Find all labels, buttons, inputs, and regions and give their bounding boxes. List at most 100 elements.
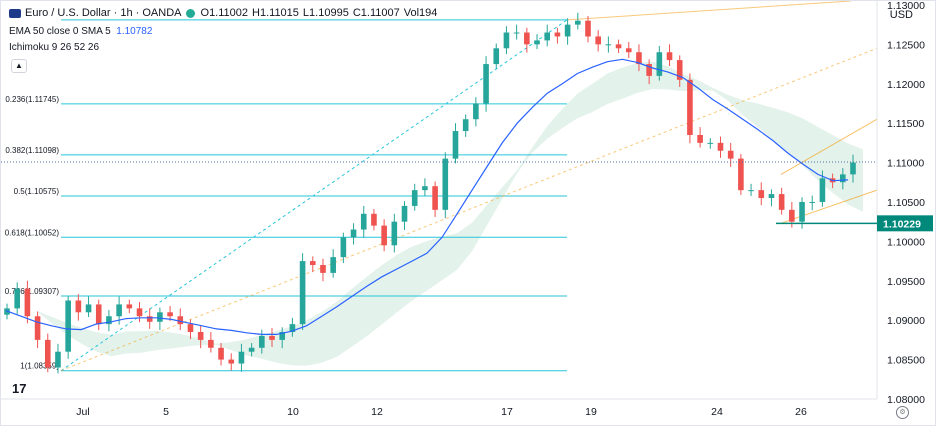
candle-body: [330, 257, 336, 273]
time-tick-label: 24: [711, 406, 723, 418]
candle-body: [513, 32, 520, 34]
time-tick-label: 5: [163, 406, 169, 418]
candle-body: [534, 40, 540, 45]
candle-body: [309, 261, 316, 266]
candle-body: [483, 64, 489, 104]
symbol-legend: Euro / U.S. Dollar · 1h · OANDA O1.11002 H…: [9, 7, 441, 19]
ichimoku-label: Ichimoku 9 26 52 26: [9, 42, 100, 53]
candle-body: [727, 150, 734, 159]
candle-body: [452, 131, 459, 159]
price-tick-label: 1.13000: [887, 1, 925, 12]
ichimoku-legend[interactable]: Ichimoku 9 26 52 26: [9, 42, 99, 53]
price-tick-label: 1.12000: [887, 79, 925, 91]
price-tick-label: 1.11500: [887, 118, 924, 130]
tradingview-logo: 17: [12, 381, 27, 396]
candle-body: [146, 316, 153, 322]
time-tick-label: 26: [795, 406, 807, 418]
market-open-dot: [185, 8, 195, 18]
price-tag-label: 1.10229: [883, 218, 921, 230]
price-tag-box: [877, 215, 933, 232]
candle-body: [462, 119, 469, 132]
candle-body: [208, 339, 214, 348]
candle-body: [269, 335, 275, 340]
time-tick-label: 17: [501, 406, 513, 418]
candle-body: [65, 300, 71, 352]
pitchfork-mid-line: [780, 118, 878, 175]
chevron-up-icon[interactable]: ▲: [11, 59, 27, 73]
candle-body: [381, 225, 387, 246]
ema-line: [5, 58, 849, 335]
candle-body: [738, 158, 744, 191]
candle-body: [717, 142, 724, 151]
candle-body: [493, 48, 500, 65]
pitchfork-median-line: [60, 47, 878, 372]
candle-body: [524, 32, 530, 45]
candle-body: [197, 332, 204, 340]
ohlc-close-label: C: [352, 7, 361, 19]
candle-body: [95, 304, 102, 325]
currency-selector[interactable]: USD: [889, 9, 913, 21]
candle-body: [401, 205, 408, 222]
candle-body: [85, 304, 92, 313]
volume-value: 194: [419, 7, 438, 19]
candle-body: [819, 178, 826, 202]
candle-body: [371, 213, 377, 226]
volume-label: Vol: [403, 7, 420, 19]
ohlc-close-value: 1.11007: [360, 7, 400, 19]
pitchfork-channel: [60, 1, 878, 372]
candle-body: [126, 304, 133, 309]
ohlc-low-value: 1.10995: [309, 7, 349, 19]
candle-body: [248, 347, 255, 352]
ohlc-high-label: H: [252, 7, 260, 19]
ichimoku-cloud: [36, 61, 863, 366]
candle-body: [574, 20, 581, 25]
candle-body: [167, 312, 173, 317]
candle-body: [748, 190, 754, 192]
candle-body: [44, 339, 51, 368]
candle-body: [360, 213, 367, 230]
fib-level-label: 0.5(1.10575): [14, 187, 60, 196]
candle-body: [432, 186, 438, 210]
candle-body: [809, 201, 816, 203]
candle-body: [391, 221, 398, 246]
candle-body: [666, 52, 673, 61]
candle-body: [228, 359, 235, 364]
candle-body: [340, 237, 347, 258]
candle-body: [789, 209, 795, 222]
time-axis: Jul 5 10 12 17 19 24 26: [1, 398, 877, 418]
candle-body: [615, 44, 622, 49]
candle-body: [157, 312, 163, 322]
candle-body: [544, 32, 551, 41]
candle-body: [116, 304, 122, 317]
symbol-title[interactable]: Euro / U.S. Dollar · 1h · OANDA: [25, 7, 182, 19]
time-tick-label: 10: [287, 406, 299, 418]
pitchfork-upper-line: [566, 1, 852, 21]
fib-level-label: 1(1.08359): [20, 362, 59, 371]
ohlc-open-value: 1.11002: [209, 7, 249, 19]
fib-level-label: 0.236(1.11745): [5, 95, 59, 104]
ema-legend[interactable]: EMA 50 close 0 SMA 5 1.10782: [9, 26, 152, 37]
price-axis: 1.13000 1.12500 1.12000 1.11500 1.11000 1.105…: [1, 1, 933, 406]
candle-body: [55, 351, 61, 368]
candle-body: [177, 316, 184, 325]
fib-trend-line: [60, 19, 568, 372]
price-tick-label: 1.08000: [887, 394, 925, 406]
candle-body: [503, 32, 510, 49]
candle-body: [758, 190, 765, 199]
ema-50-line: [5, 58, 849, 335]
candle-body: [136, 308, 143, 317]
price-tick-label: 1.09000: [887, 315, 925, 327]
cloud-area: [36, 61, 863, 366]
candles: [4, 12, 856, 374]
fibonacci-retracement: 0.236(1.11745) 0.382(1.11098) 0.5(1.10575)…: [5, 19, 568, 372]
gear-icon[interactable]: ⚙: [896, 406, 909, 419]
price-tick-label: 1.12500: [887, 39, 925, 51]
candle-body: [707, 142, 714, 144]
candle-body: [289, 324, 296, 333]
candle-body: [799, 201, 805, 222]
candle-body: [687, 79, 693, 135]
price-tick-label: 1.08500: [887, 355, 925, 367]
candle-body: [625, 48, 632, 53]
